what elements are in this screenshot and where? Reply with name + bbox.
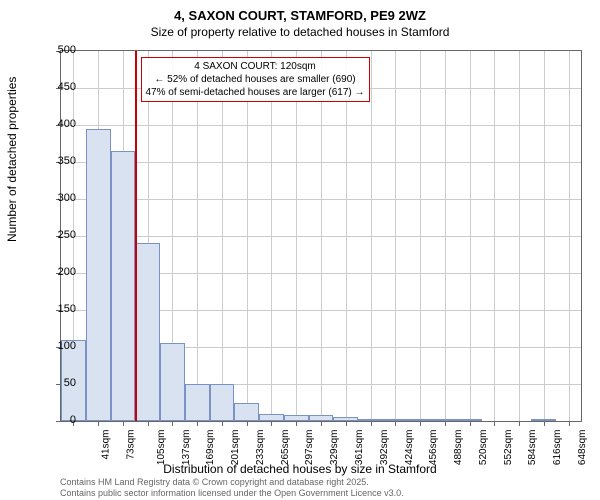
x-tick-mark — [172, 421, 173, 426]
x-tick-label: 169sqm — [206, 430, 217, 466]
x-tick-label: 616sqm — [552, 430, 563, 466]
x-tick-mark — [420, 421, 421, 426]
x-tick-mark — [569, 421, 570, 426]
x-tick-label: 297sqm — [305, 430, 316, 466]
y-tick-label: 450 — [46, 81, 76, 93]
y-tick-label: 350 — [46, 155, 76, 167]
x-tick-label: 41sqm — [101, 430, 112, 460]
histogram-bar — [234, 403, 259, 422]
chart-footer: Contains HM Land Registry data © Crown c… — [60, 477, 404, 499]
x-tick-label: 488sqm — [453, 430, 464, 466]
histogram-bar — [259, 414, 284, 421]
x-tick-mark — [470, 421, 471, 426]
x-tick-mark — [98, 421, 99, 426]
x-tick-label: 105sqm — [156, 430, 167, 466]
y-tick-label: 500 — [46, 44, 76, 56]
histogram-bar — [111, 151, 136, 421]
chart-subtitle: Size of property relative to detached ho… — [0, 25, 600, 43]
x-tick-mark — [148, 421, 149, 426]
y-tick-label: 250 — [46, 229, 76, 241]
x-tick-mark — [247, 421, 248, 426]
x-tick-mark — [346, 421, 347, 426]
x-tick-mark — [271, 421, 272, 426]
gridline-v — [371, 51, 372, 421]
histogram-bar — [135, 243, 160, 421]
histogram-bar — [160, 343, 185, 421]
x-tick-label: 329sqm — [329, 430, 340, 466]
x-tick-mark — [445, 421, 446, 426]
x-tick-label: 520sqm — [478, 430, 489, 466]
gridline-v — [420, 51, 421, 421]
gridline-v — [395, 51, 396, 421]
gridline-v — [296, 51, 297, 421]
y-tick-label: 400 — [46, 118, 76, 130]
y-tick-label: 200 — [46, 266, 76, 278]
marker-line — [135, 51, 137, 421]
x-tick-label: 201sqm — [230, 430, 241, 466]
gridline-v — [569, 51, 570, 421]
y-tick-label: 150 — [46, 303, 76, 315]
x-tick-label: 424sqm — [404, 430, 415, 466]
annotation-box: 4 SAXON COURT: 120sqm← 52% of detached h… — [141, 57, 370, 102]
gridline-v — [544, 51, 545, 421]
footer-line-1: Contains HM Land Registry data © Crown c… — [60, 477, 404, 488]
x-tick-mark — [544, 421, 545, 426]
x-tick-label: 361sqm — [354, 430, 365, 466]
x-tick-mark — [321, 421, 322, 426]
gridline-v — [222, 51, 223, 421]
x-tick-label: 584sqm — [527, 430, 538, 466]
histogram-bar — [210, 384, 235, 421]
y-tick-label: 0 — [46, 414, 76, 426]
x-tick-mark — [395, 421, 396, 426]
x-tick-label: 392sqm — [379, 430, 390, 466]
x-tick-label: 648sqm — [577, 430, 588, 466]
x-tick-label: 233sqm — [255, 430, 266, 466]
y-axis-label: Number of detached properties — [5, 77, 19, 242]
gridline-v — [346, 51, 347, 421]
chart-container: 4, SAXON COURT, STAMFORD, PE9 2WZ Size o… — [0, 0, 600, 500]
x-tick-label: 265sqm — [280, 430, 291, 466]
y-tick-label: 50 — [46, 377, 76, 389]
x-tick-mark — [296, 421, 297, 426]
x-tick-mark — [197, 421, 198, 426]
y-tick-label: 100 — [46, 340, 76, 352]
x-tick-mark — [123, 421, 124, 426]
footer-line-2: Contains public sector information licen… — [60, 488, 404, 499]
annotation-line: ← 52% of detached houses are smaller (69… — [146, 73, 365, 86]
gridline-v — [321, 51, 322, 421]
gridline-v — [470, 51, 471, 421]
gridline-v — [197, 51, 198, 421]
annotation-line: 4 SAXON COURT: 120sqm — [146, 60, 365, 73]
plot-area: 4 SAXON COURT: 120sqm← 52% of detached h… — [60, 50, 582, 422]
x-tick-label: 137sqm — [181, 430, 192, 466]
x-tick-label: 456sqm — [428, 430, 439, 466]
histogram-bar — [185, 384, 210, 421]
x-tick-mark — [494, 421, 495, 426]
x-tick-mark — [222, 421, 223, 426]
x-tick-mark — [371, 421, 372, 426]
y-tick-label: 300 — [46, 192, 76, 204]
x-tick-mark — [519, 421, 520, 426]
histogram-bar — [86, 129, 111, 421]
x-tick-label: 73sqm — [126, 430, 137, 460]
annotation-line: 47% of semi-detached houses are larger (… — [146, 86, 365, 99]
gridline-v — [271, 51, 272, 421]
x-tick-label: 552sqm — [503, 430, 514, 466]
chart-title: 4, SAXON COURT, STAMFORD, PE9 2WZ — [0, 0, 600, 25]
gridline-v — [494, 51, 495, 421]
gridline-v — [445, 51, 446, 421]
gridline-v — [247, 51, 248, 421]
gridline-v — [519, 51, 520, 421]
